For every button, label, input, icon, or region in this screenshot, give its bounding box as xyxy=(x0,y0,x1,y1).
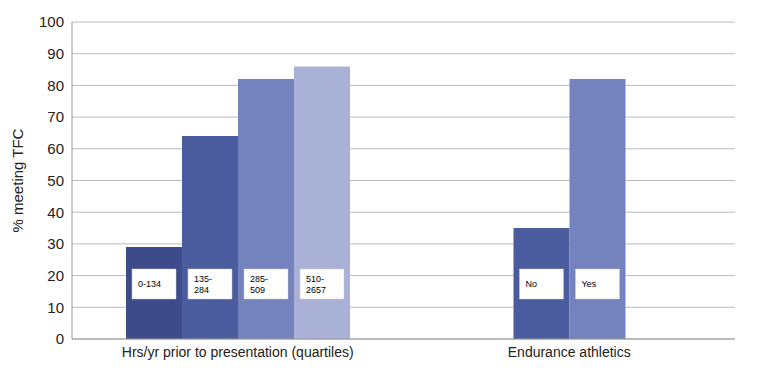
svg-text:30: 30 xyxy=(47,235,64,252)
svg-text:70: 70 xyxy=(47,108,64,125)
svg-text:Yes: Yes xyxy=(582,279,597,289)
svg-text:509: 509 xyxy=(250,285,265,295)
svg-text:60: 60 xyxy=(47,140,64,157)
svg-text:0-134: 0-134 xyxy=(138,279,161,289)
svg-text:100: 100 xyxy=(39,13,64,30)
svg-text:10: 10 xyxy=(47,299,64,316)
svg-text:No: No xyxy=(526,279,538,289)
svg-text:0: 0 xyxy=(56,330,64,347)
svg-text:80: 80 xyxy=(47,77,64,94)
svg-text:510-: 510- xyxy=(306,274,324,284)
svg-text:Endurance athletics: Endurance athletics xyxy=(508,344,631,360)
svg-text:50: 50 xyxy=(47,172,64,189)
svg-text:40: 40 xyxy=(47,204,64,221)
svg-text:20: 20 xyxy=(47,267,64,284)
svg-text:90: 90 xyxy=(47,45,64,62)
svg-text:2657: 2657 xyxy=(306,285,326,295)
svg-text:285-: 285- xyxy=(250,274,268,284)
svg-text:284: 284 xyxy=(194,285,209,295)
svg-text:% meeting TFC: % meeting TFC xyxy=(9,128,26,232)
svg-text:Hrs/yr prior to presentation (: Hrs/yr prior to presentation (quartiles) xyxy=(122,344,354,360)
svg-text:135-: 135- xyxy=(194,274,212,284)
